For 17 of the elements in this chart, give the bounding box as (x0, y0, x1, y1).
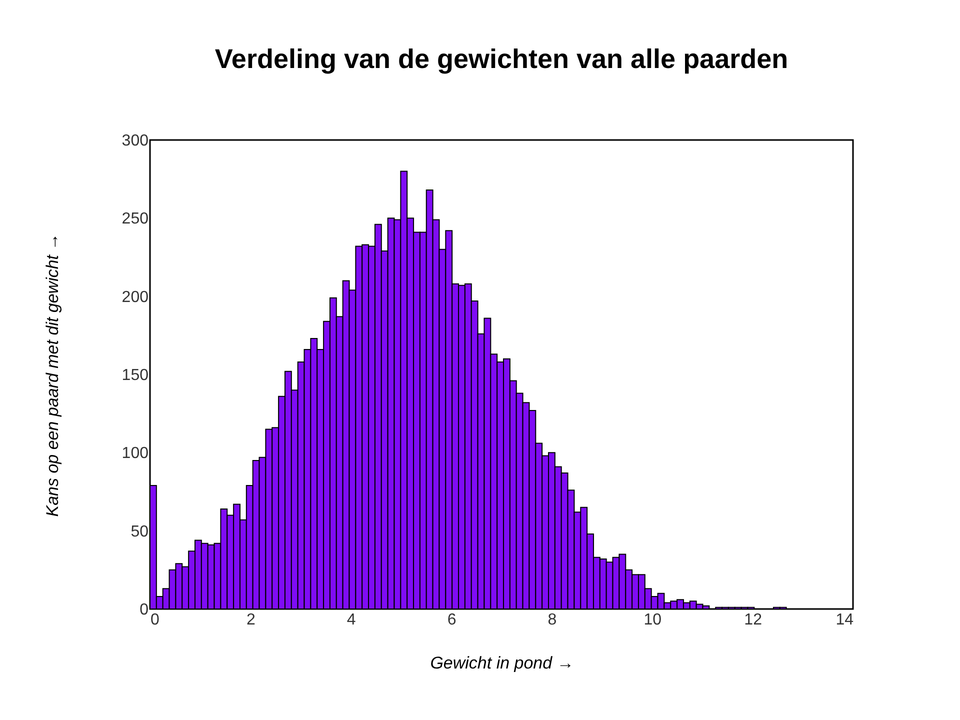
y-tick-label: 150 (122, 367, 149, 384)
x-tick-label: 10 (644, 612, 662, 628)
x-tick-label: 2 (246, 612, 256, 628)
y-axis-title: Kans op een paard met dit gewicht → (42, 233, 62, 517)
y-tick-label: 200 (122, 288, 149, 306)
x-tick-label: 8 (548, 612, 557, 628)
x-tick-label: 0 (150, 612, 160, 628)
y-tick-label: 100 (122, 445, 149, 462)
x-tick-label: 6 (447, 612, 456, 628)
x-axis-title: Gewicht in pond → (430, 654, 574, 672)
y-tick-label: 300 (122, 132, 149, 150)
y-tick-label: 250 (122, 210, 149, 228)
chart-title: Verdeling van de gewichten van alle paarden (214, 44, 788, 74)
x-tick-label: 12 (744, 612, 762, 628)
x-tick-label: 14 (836, 612, 854, 628)
y-tick-label: 50 (130, 523, 149, 540)
x-tick-label: 4 (346, 612, 356, 628)
